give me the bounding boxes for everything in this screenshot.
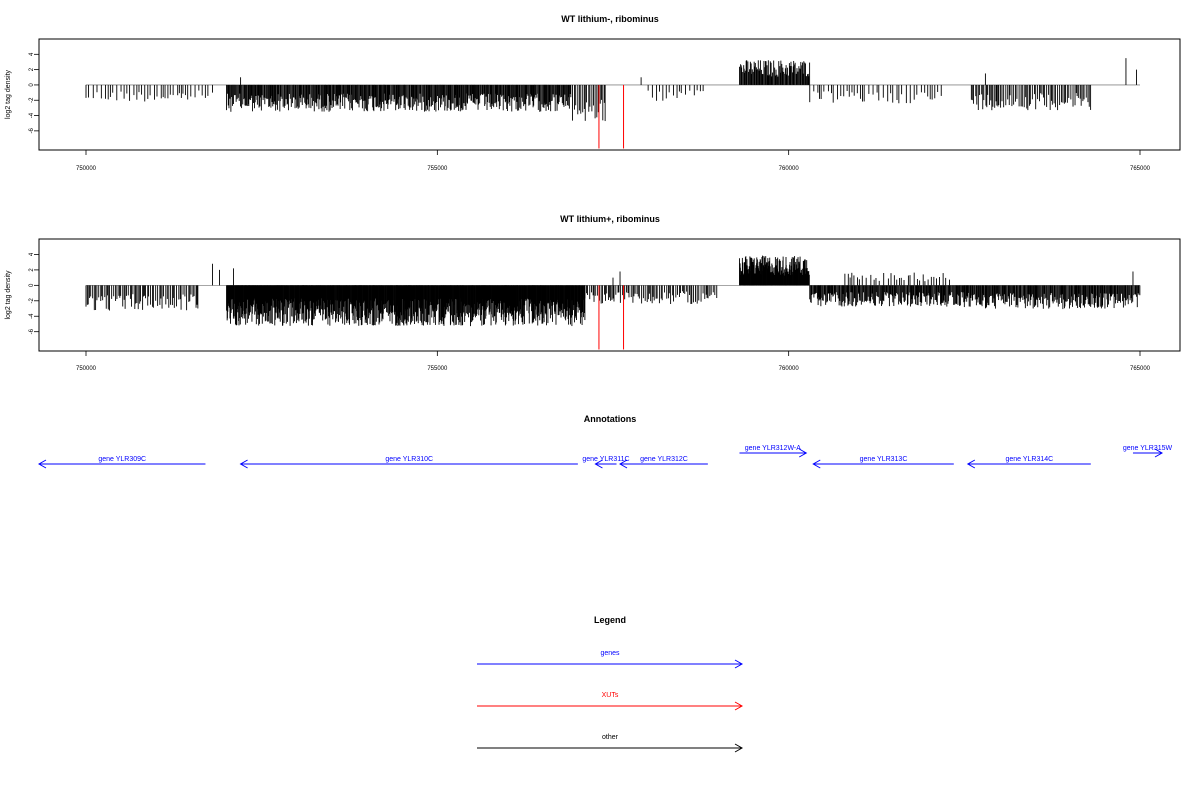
y-tick-label: -4 [29, 313, 35, 319]
x-tick-label: 750000 [76, 166, 97, 172]
gene-label: gene YLR312C [640, 456, 688, 463]
x-tick-label: 750000 [76, 366, 97, 372]
annotations-panel: Annotations gene YLR309C gene YLR310C gene … [37, 414, 1173, 469]
y-tick-label: -6 [29, 128, 35, 134]
x-tick-label: 765000 [1130, 366, 1151, 372]
track-panel-lithium-plus: WT lithium+, ribominus -6 -4 -2 0 2 4 log2 tag … [5, 214, 1181, 372]
arrowhead-right-icon [734, 701, 744, 711]
arrowhead-left-icon [812, 459, 821, 469]
arrowhead-right-icon [734, 743, 744, 753]
plot-frame [38, 38, 1181, 151]
arrowhead-left-icon [239, 459, 248, 469]
gene-label: gene YLR310C [385, 456, 433, 463]
legend-item-label: genes [600, 650, 620, 657]
gene-label: gene YLR312W-A [745, 445, 801, 452]
arrowhead-left-icon [966, 459, 976, 469]
y-tick-label: 4 [29, 52, 35, 56]
y-tick-label: 0 [29, 283, 35, 287]
gene-label: gene YLR311C [582, 456, 629, 463]
x-tick-label: 760000 [779, 166, 800, 172]
y-tick-label: -2 [29, 97, 35, 103]
y-tick-label: -4 [29, 112, 35, 118]
arrowhead-left-icon [594, 459, 603, 469]
y-tick-label: 2 [29, 268, 35, 272]
x-tick-label: 760000 [779, 366, 800, 372]
legend-title: Legend [594, 615, 626, 625]
arrowhead-right-icon [734, 659, 744, 669]
gene-label: gene YLR314C [1005, 456, 1053, 463]
annotations-title: Annotations [584, 414, 637, 424]
legend-item-label: other [602, 734, 619, 741]
y-tick-label: -6 [29, 328, 35, 334]
arrowhead-left-icon [37, 459, 47, 469]
legend-item-label: XUTs [602, 692, 619, 699]
gene-label: gene YLR309C [98, 456, 146, 463]
arrowhead-left-icon [619, 459, 628, 469]
arrowhead-right-icon [1154, 448, 1164, 458]
track-panel-lithium-minus: WT lithium-, ribominus -6 -4 -2 0 2 4 log2 tag … [5, 14, 1181, 172]
y-tick-label: 2 [29, 67, 35, 71]
legend-panel: Legend genes XUTs other [477, 615, 744, 753]
y-axis-label: log2 tag density [5, 69, 12, 119]
x-tick-label: 755000 [427, 366, 448, 372]
gene-label: gene YLR315W [1123, 445, 1173, 452]
panel-title: WT lithium-, ribominus [561, 14, 659, 24]
y-tick-label: 4 [29, 252, 35, 256]
plot-frame [38, 238, 1181, 352]
panel-title: WT lithium+, ribominus [560, 214, 660, 224]
y-axis-label: log2 tag density [5, 270, 12, 320]
arrowhead-right-icon [798, 448, 808, 458]
y-tick-label: 0 [29, 83, 35, 87]
x-tick-label: 755000 [427, 166, 448, 172]
y-tick-label: -2 [29, 297, 35, 303]
x-tick-label: 765000 [1130, 166, 1151, 172]
gene-label: gene YLR313C [860, 456, 908, 463]
